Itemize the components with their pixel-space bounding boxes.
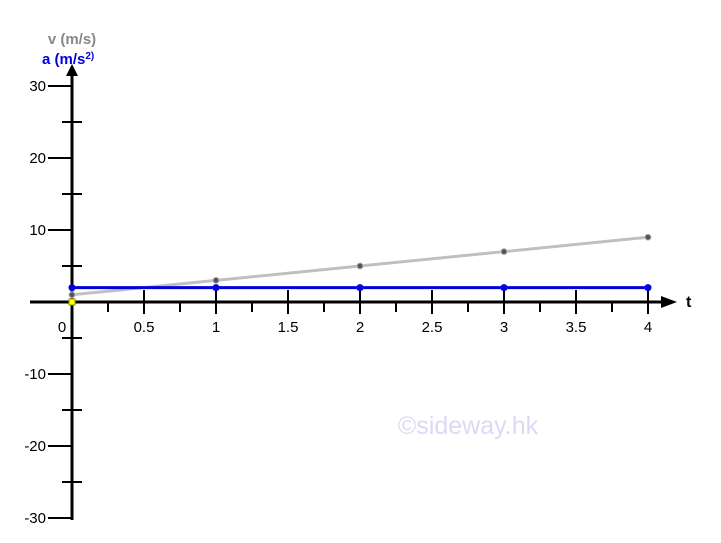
x-tick-label: 2.5 (422, 319, 443, 336)
y-axis-label-velocity: v (m/s) (48, 31, 96, 48)
axes-layer: 0 0.5 1 1.5 2 2.5 3 3.5 4 30 20 10 -10 -20 -30 (24, 64, 677, 527)
x-axis-label: t (686, 294, 692, 311)
x-axis-arrow (661, 296, 677, 308)
x-tick-label: 2 (356, 319, 364, 336)
y-axis-label-acceleration-sup: 2) (85, 51, 94, 62)
x-tick-label: 1.5 (278, 319, 299, 336)
velocity-point (212, 276, 220, 284)
velocity-point (356, 262, 364, 270)
acceleration-point (356, 284, 364, 292)
x-tick-label: 3 (500, 319, 508, 336)
acceleration-point (644, 284, 652, 292)
x-tick-label: 4 (644, 319, 652, 336)
velocity-point (644, 233, 652, 241)
acceleration-point (212, 284, 220, 292)
watermark: ©sideway.hk (398, 412, 539, 440)
y-tick-label: -20 (24, 438, 46, 455)
x-tick-label: 1 (212, 319, 220, 336)
origin-marker (68, 298, 76, 306)
y-tick-label: 30 (29, 78, 46, 95)
acceleration-point (68, 284, 76, 292)
y-axis-label-acceleration: a (m/s2) (42, 51, 94, 68)
y-tick-label: 20 (29, 150, 46, 167)
x-tick-label: 0.5 (134, 319, 155, 336)
y-tick-label: 10 (29, 222, 46, 239)
velocity-point (500, 248, 508, 256)
y-axis-arrow (66, 64, 78, 76)
x-tick-label: 3.5 (566, 319, 587, 336)
y-axis-label-acceleration-main: a (m/s (42, 51, 85, 68)
series-layer (68, 233, 652, 306)
x-tick-label: 0 (58, 319, 66, 336)
velocity-point (68, 291, 76, 299)
y-tick-label: -30 (24, 510, 46, 527)
y-tick-label: -10 (24, 366, 46, 383)
acceleration-point (500, 284, 508, 292)
